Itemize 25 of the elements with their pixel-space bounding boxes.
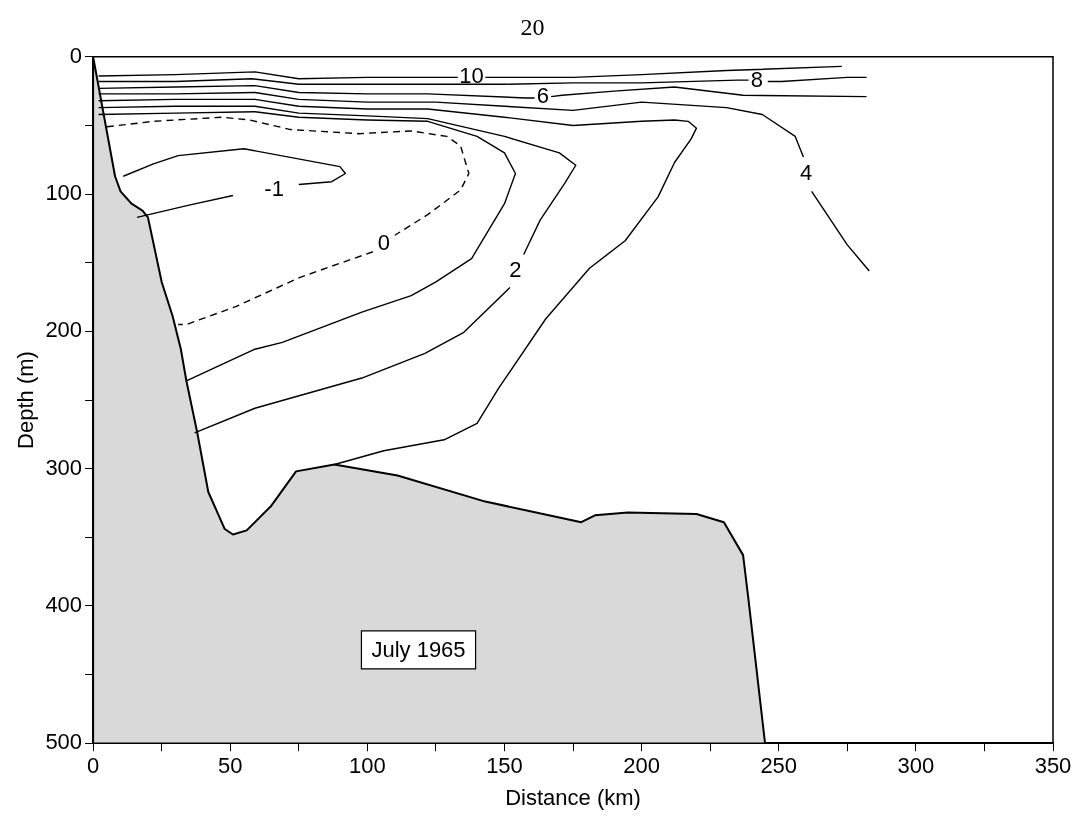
- series-label: 0: [377, 229, 390, 255]
- x-tick-label: 100: [349, 753, 386, 779]
- x-axis-title: Distance (km): [505, 784, 641, 810]
- chart-title: 20: [520, 13, 545, 40]
- x-tick-label: 200: [623, 753, 660, 779]
- y-tick-label: 500: [45, 729, 83, 755]
- series-label: 8: [750, 66, 763, 92]
- x-tick-label: 350: [1034, 753, 1072, 779]
- x-tick-label: 250: [760, 753, 798, 779]
- series-label: 10: [459, 63, 484, 89]
- y-tick-label: 300: [45, 454, 83, 480]
- x-tick-label: 150: [486, 753, 523, 779]
- y-axis-title: Depth (m): [13, 351, 39, 449]
- series-label: 2: [509, 257, 522, 283]
- x-tick-label: 50: [217, 753, 243, 779]
- y-tick-label: 200: [45, 317, 83, 343]
- annotation: July 1965: [371, 636, 466, 662]
- y-tick-label: 0: [69, 42, 83, 68]
- series-label: -1: [264, 176, 284, 202]
- x-tick-label: 0: [86, 753, 100, 779]
- y-tick-label: 400: [45, 591, 83, 617]
- y-tick-label: 100: [45, 180, 83, 206]
- series-label: 4: [800, 160, 813, 186]
- series-label: 6: [536, 83, 550, 109]
- x-tick-label: 300: [897, 753, 935, 779]
